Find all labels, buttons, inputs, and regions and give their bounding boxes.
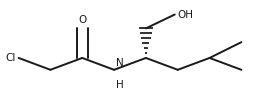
Text: O: O bbox=[78, 15, 86, 25]
Text: Cl: Cl bbox=[5, 53, 16, 63]
Text: N: N bbox=[116, 58, 124, 68]
Text: H: H bbox=[116, 80, 124, 90]
Text: OH: OH bbox=[178, 10, 194, 20]
